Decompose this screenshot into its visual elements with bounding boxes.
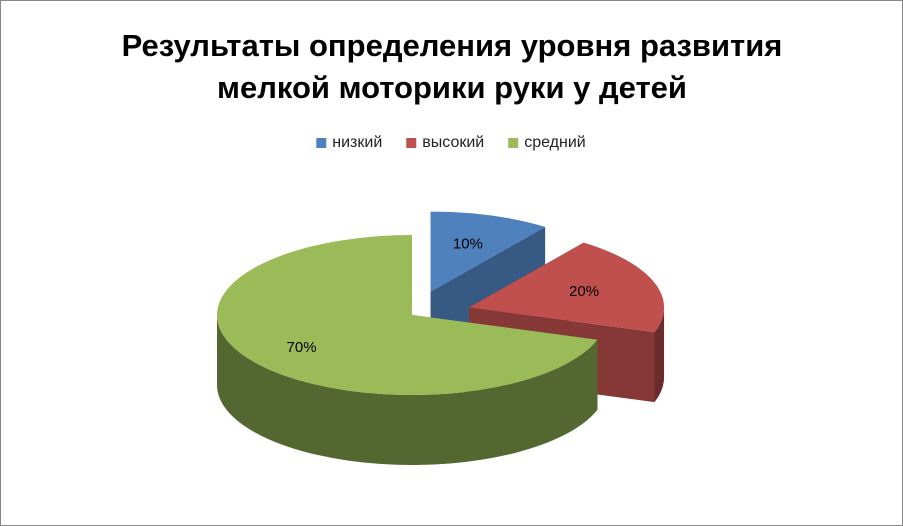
legend-swatch	[508, 138, 519, 148]
legend-label: высокий	[422, 134, 484, 151]
legend-swatch	[316, 138, 327, 148]
legend-swatch	[406, 138, 417, 148]
chart-title: мелкой моторики руки у детей	[217, 70, 687, 105]
slice	[469, 242, 665, 333]
chart-title: Результаты определения уровня развития	[122, 28, 783, 63]
data-label: 10%	[453, 235, 483, 252]
data-label: 20%	[569, 283, 599, 300]
data-label: 70%	[287, 339, 317, 356]
legend-label: низкий	[332, 134, 382, 151]
slice-wall	[654, 307, 665, 403]
slice-wall	[217, 315, 598, 465]
slice	[430, 211, 546, 292]
slice	[217, 235, 598, 396]
legend-label: средний	[524, 134, 586, 151]
